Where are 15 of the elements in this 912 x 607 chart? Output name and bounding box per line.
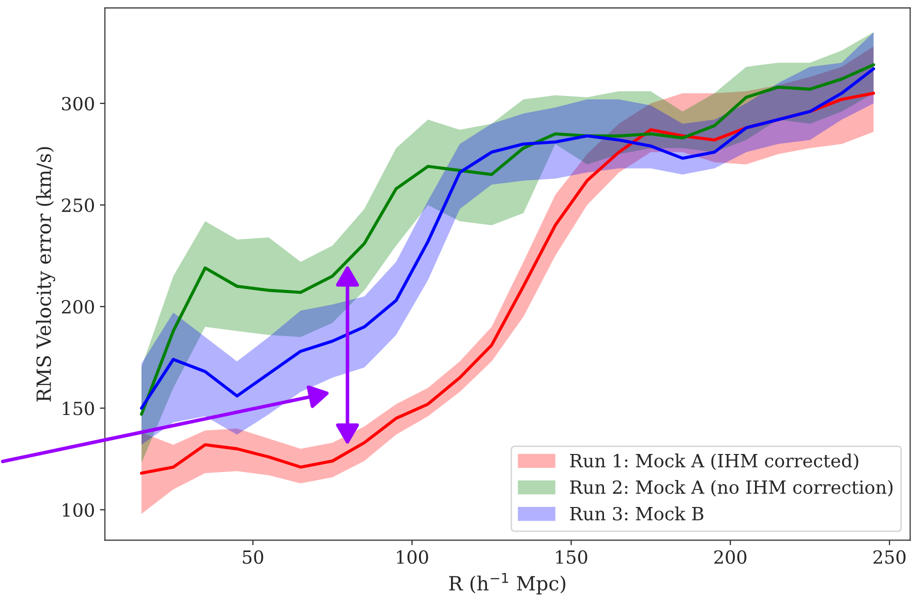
y-axis-title: RMS Velocity error (km/s) <box>36 147 56 402</box>
x-tick-label: 200 <box>714 550 746 564</box>
x-axis-title: R (h$^{−1}$ Mpc) <box>449 572 566 594</box>
legend-label: Run 3: Mock B <box>570 506 704 520</box>
x-tick-label: 50 <box>242 550 264 564</box>
legend-label: Run 2: Mock A (no IHM correction) <box>570 480 893 497</box>
x-tick-label: 150 <box>556 550 588 564</box>
x-tick-label: 100 <box>397 550 428 564</box>
y-tick-label: 200 <box>62 300 94 314</box>
y-tick-label: 300 <box>62 96 94 111</box>
y-tick-label: 100 <box>62 503 94 517</box>
y-tick-label: 250 <box>62 198 94 212</box>
legend-label: Run 1: Mock A (IHM corrected) <box>570 454 858 470</box>
x-tick-label: 250 <box>873 550 906 564</box>
y-tick-label: 150 <box>62 402 94 416</box>
